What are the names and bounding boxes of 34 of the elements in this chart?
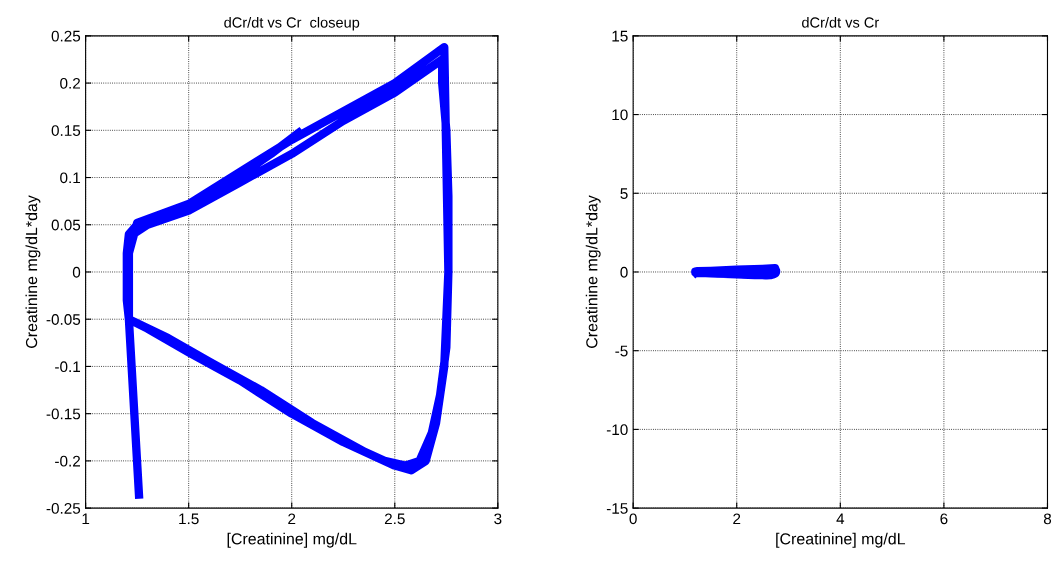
x-tick-label: 1	[82, 513, 90, 525]
x-tick-label: 2	[733, 513, 741, 525]
y-tick-label: -15	[606, 503, 628, 514]
x-axis-title: [Creatinine] mg/dL	[776, 532, 906, 548]
x-tick-label: 8	[1043, 513, 1052, 525]
x-tick-label: 6	[940, 513, 948, 525]
x-axis-title: [Creatinine] mg/dL	[227, 532, 357, 548]
y-tick-label: -0.1	[55, 361, 81, 373]
y-tick-label: 0.25	[51, 30, 81, 42]
y-tick-label: 10	[612, 109, 628, 121]
x-tick-label: 0	[629, 513, 637, 525]
y-tick-label: -10	[606, 424, 628, 436]
y-tick-label: 0.1	[60, 172, 81, 184]
x-tick-label: 3	[494, 513, 502, 525]
y-tick-label: -5	[615, 345, 628, 357]
y-tick-label: 0.05	[51, 219, 81, 231]
y-tick-label: 0.2	[60, 77, 80, 89]
chart-title: dCr/dt vs Cr	[802, 16, 879, 28]
x-tick-label: 2	[288, 513, 296, 525]
y-tick-label: -0.25	[46, 502, 81, 514]
y-tick-label: -0.15	[46, 408, 81, 420]
y-tick-label: 0	[72, 266, 81, 278]
y-tick-label: -0.2	[55, 455, 80, 467]
y-tick-label: 0.15	[51, 125, 81, 136]
y-tick-label: 0	[620, 266, 628, 278]
y-tick-label: -0.05	[46, 314, 81, 325]
y-axis-title: Creatinine mg/dL*day	[585, 195, 601, 348]
x-tick-label: 4	[836, 513, 845, 525]
chart-title: dCr/dt vs Cr closeup	[224, 16, 360, 31]
y-tick-label: 15	[612, 30, 628, 42]
y-tick-label: 5	[620, 188, 628, 199]
x-tick-label: 2.5	[384, 513, 405, 525]
y-axis-title: Creatinine mg/dL*day	[25, 195, 41, 348]
x-tick-label: 1.5	[179, 513, 199, 525]
